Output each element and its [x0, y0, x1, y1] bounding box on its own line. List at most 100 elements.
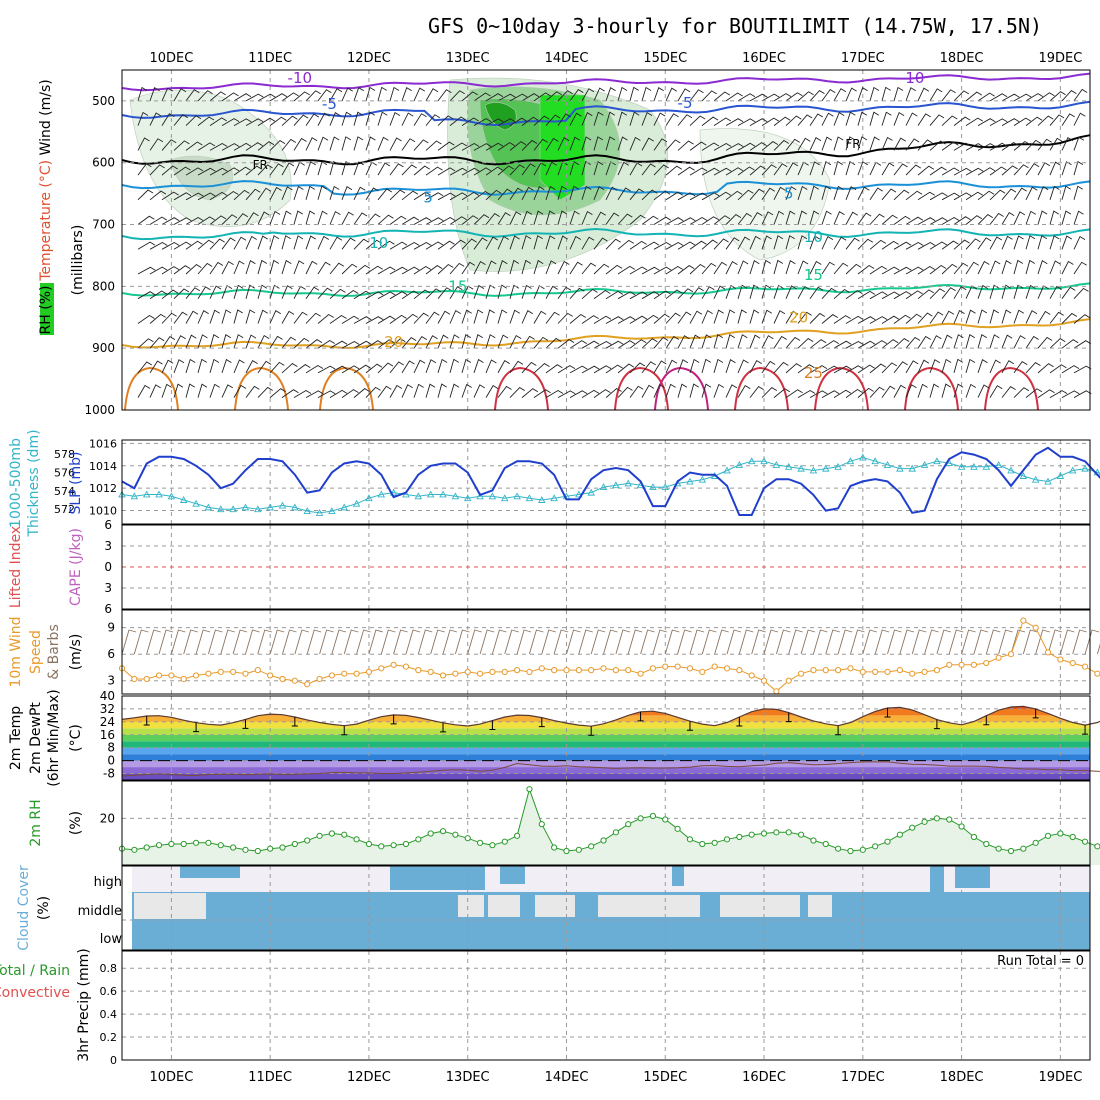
wind-barb: [881, 266, 900, 275]
wind-barb: [245, 235, 257, 250]
wind-barb: [317, 185, 328, 200]
wind-barb: [221, 118, 240, 126]
wind-barb: [401, 112, 414, 126]
wind-barb: [413, 312, 429, 324]
rh2m-point: [563, 847, 570, 855]
wind-barb: [929, 241, 948, 250]
rh2m-point: [205, 839, 212, 846]
wind-label-2-part: Speed: [28, 630, 44, 674]
wind-barb: [533, 210, 544, 225]
wind-barb: [965, 167, 984, 176]
rh2m-point: [489, 842, 496, 849]
wind-barb: [449, 116, 467, 126]
temp-unit-label: (°C): [68, 724, 84, 752]
wind-label-3-part: & Barbs: [46, 624, 62, 680]
wind-barb: [653, 290, 671, 300]
wind-barb: [833, 160, 843, 176]
rh2m-point: [1081, 838, 1089, 845]
wind10m-barb: [207, 629, 223, 655]
wind-barb: [941, 216, 960, 225]
wind-barb: [509, 360, 524, 374]
wind-barb: [305, 210, 316, 225]
wind-barb: [1061, 390, 1080, 398]
wind-barb: [665, 312, 681, 324]
wind-barb: [677, 265, 695, 275]
li-label: Lifted Index: [8, 526, 24, 608]
temp-band: [122, 715, 1090, 722]
wind-barb: [269, 310, 282, 324]
wind-barb: [161, 359, 174, 374]
wind-barb: [701, 334, 712, 349]
wind-barb: [665, 359, 678, 374]
wind-barb: [953, 90, 970, 102]
wind-barb: [545, 235, 556, 250]
cape-label: CAPE (J/kg): [68, 528, 84, 606]
wind-barb: [425, 359, 437, 374]
wind-barb: [761, 187, 776, 201]
wind10m-barb: [356, 629, 371, 655]
wind-barb: [941, 310, 955, 324]
wind-barb: [929, 288, 946, 300]
minmax-tick: [884, 707, 891, 718]
wind-barb: [653, 138, 668, 151]
wind-barb: [629, 291, 648, 300]
wind-barb: [929, 114, 945, 126]
wind10m-speed-point: [538, 665, 545, 672]
wind-barb: [533, 336, 549, 349]
wind-barb: [461, 383, 472, 398]
wind-barb: [329, 136, 340, 151]
wind-barb: [1073, 185, 1084, 200]
wind-barb: [821, 390, 840, 398]
wind-barb: [377, 385, 392, 398]
wind-barb: [641, 86, 652, 102]
wind-barb: [257, 386, 273, 398]
wind-barb: [1001, 118, 1020, 126]
wind-barb: [377, 188, 393, 201]
temp-band: [122, 734, 1090, 742]
minmax-tick: [193, 722, 200, 733]
wind-barb: [161, 335, 176, 349]
wind-barb: [293, 364, 311, 374]
wind-barb: [869, 86, 880, 102]
wind-barb: [461, 261, 476, 275]
wind-barb: [473, 309, 484, 324]
rh2m-area: [122, 789, 1100, 865]
wind-barb: [497, 212, 511, 225]
wind-barb: [989, 189, 1006, 201]
wind-barb: [617, 161, 630, 176]
wind10m-barb: [504, 629, 519, 655]
wind-barb: [593, 340, 612, 349]
wind10m-speed-point: [933, 667, 940, 674]
wind-barb: [497, 235, 509, 250]
wind10m-barb: [998, 629, 1013, 655]
wind10m-barb: [319, 629, 334, 655]
wind-barb: [521, 361, 537, 374]
wind-barb: [353, 290, 372, 300]
wind-barb: [521, 210, 533, 225]
wind-barb: [257, 164, 273, 176]
wind-barb: [905, 190, 923, 201]
wind-barb: [689, 167, 708, 176]
thickness-point: [809, 466, 818, 474]
wind-barb: [617, 86, 628, 102]
wind-barb: [557, 260, 570, 275]
rh2m-point: [859, 846, 866, 853]
wind-barb: [209, 117, 227, 126]
wind10m-barb: [195, 629, 211, 655]
wind-barb: [533, 115, 550, 126]
wind-barb: [293, 137, 307, 151]
wind-barb: [917, 241, 936, 250]
wind-barb: [677, 383, 688, 398]
wind10m-speed-point: [946, 661, 953, 668]
thickness-point: [266, 503, 274, 511]
wind-barb: [461, 91, 478, 102]
bottom-date-axis: 10DEC 11DEC 12DEC 13DEC 14DEC 15DEC 16DEC 17DEC…: [149, 1070, 1082, 1085]
wind-barb: [965, 238, 981, 250]
wind-barb: [185, 240, 203, 250]
slp-tick-1012: 1012: [89, 482, 117, 495]
wind-barb: [785, 92, 803, 102]
wind-barb: [629, 188, 645, 201]
wind10m-barb: [751, 629, 766, 655]
wind-barb: [401, 241, 420, 250]
wind10m-speed-point: [551, 667, 558, 674]
